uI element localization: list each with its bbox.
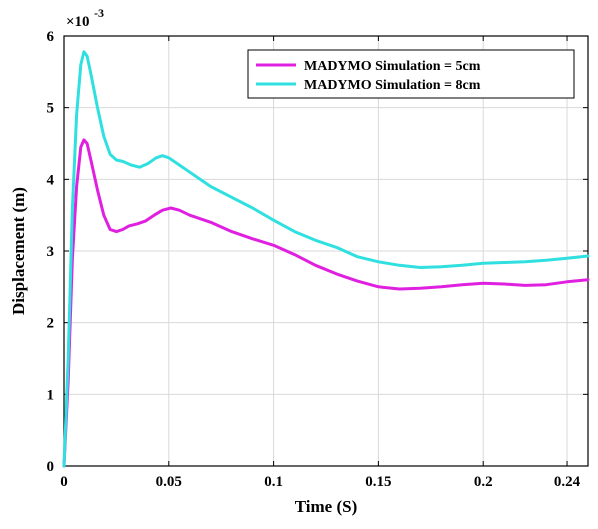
series-group: [62, 50, 590, 468]
series-line-0: [62, 138, 590, 468]
axis-ticks: 0 0.05 0.1 0.15 0.2 0.24 0 1 2 3 4 5 6: [47, 29, 588, 490]
legend-label-5cm: MADYMO Simulation = 5cm: [304, 59, 481, 74]
x-axis-label: Time (S): [295, 497, 358, 516]
x-tick-label: 0.15: [365, 474, 391, 490]
legend: MADYMO Simulation = 5cm MADYMO Simulatio…: [247, 49, 575, 99]
y-tick-label: 1: [47, 387, 55, 403]
x-tick-label: 0.05: [156, 474, 182, 490]
y-exponent-base: ×10: [66, 14, 90, 30]
y-tick-label: 0: [47, 459, 55, 475]
y-tick-label: 2: [47, 316, 55, 332]
y-tick-label: 6: [47, 29, 55, 45]
legend-box: [247, 49, 575, 99]
y-tick-label: 3: [47, 244, 55, 260]
x-tick-label: 0.1: [264, 474, 283, 490]
grid: [63, 35, 588, 467]
x-tick-label: 0.24: [554, 474, 581, 490]
y-exponent-power: -3: [94, 6, 104, 20]
y-axis-label: Displacement (m): [9, 187, 28, 315]
x-tick-label: 0.2: [474, 474, 493, 490]
y-tick-label: 4: [47, 172, 55, 188]
x-tick-label: 0: [60, 474, 68, 490]
y-tick-label: 5: [47, 101, 55, 117]
legend-label-8cm: MADYMO Simulation = 8cm: [304, 78, 481, 93]
series-line-1: [62, 50, 590, 468]
